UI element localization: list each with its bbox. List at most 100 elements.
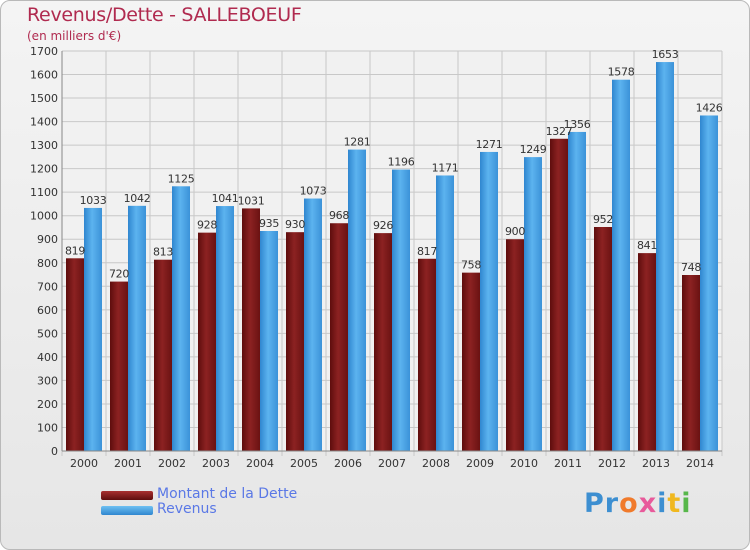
data-label-revenus: 1125 <box>168 172 195 185</box>
data-label-revenus: 1426 <box>696 101 723 114</box>
x-tick-label: 2010 <box>510 457 538 470</box>
bar-revenus <box>436 175 454 451</box>
x-tick-label: 2014 <box>686 457 714 470</box>
data-label-revenus: 1578 <box>608 66 635 79</box>
bar-dette <box>418 258 436 451</box>
legend-swatch-dette <box>101 491 153 500</box>
logo-letter: i <box>657 488 668 519</box>
legend-label-dette: Montant de la Dette <box>157 486 298 502</box>
bar-dette <box>638 253 656 451</box>
data-label-dette: 1327 <box>546 125 573 138</box>
data-label-dette: 952 <box>593 213 613 226</box>
data-label-dette: 900 <box>505 225 525 238</box>
data-label-revenus: 1271 <box>476 138 503 151</box>
bar-revenus <box>568 131 586 452</box>
y-tick-label: 400 <box>37 351 58 364</box>
data-label-dette: 841 <box>637 239 657 252</box>
bar-dette <box>242 208 260 451</box>
x-tick-label: 2004 <box>246 457 274 470</box>
bar-dette <box>330 223 348 451</box>
data-label-dette: 813 <box>153 246 173 259</box>
label-layer: 0 100 200 300 400 500 600 700 800 900 1000 1100 1200… <box>30 45 723 470</box>
x-tick-label: 2005 <box>290 457 318 470</box>
data-label-revenus: 935 <box>259 217 279 230</box>
data-label-revenus: 1196 <box>388 156 415 169</box>
x-tick-label: 2012 <box>598 457 626 470</box>
x-tick-label: 2000 <box>70 457 98 470</box>
y-tick-label: 1100 <box>30 186 58 199</box>
proxiti-logo: Proxiti <box>584 488 692 519</box>
bar-revenus <box>656 62 674 451</box>
x-tick-label: 2013 <box>642 457 670 470</box>
data-label-revenus: 1073 <box>300 185 327 198</box>
logo-letter: o <box>619 488 639 519</box>
y-tick-label: 1400 <box>30 116 58 129</box>
x-tick-label: 2009 <box>466 457 494 470</box>
chart-title: Revenus/Dette - SALLEBOEUF <box>27 4 302 26</box>
y-tick-label: 1600 <box>30 69 58 82</box>
x-tick-label: 2007 <box>378 457 406 470</box>
y-tick-label: 1700 <box>30 45 58 58</box>
data-label-revenus: 1041 <box>212 192 239 205</box>
data-label-dette: 758 <box>461 259 481 272</box>
logo-letter: x <box>638 488 658 519</box>
data-label-dette: 817 <box>417 245 437 258</box>
data-label-dette: 720 <box>109 268 129 281</box>
y-tick-label: 1000 <box>30 210 58 223</box>
data-label-dette: 1031 <box>238 194 265 207</box>
bar-dette <box>154 259 172 451</box>
bar-revenus <box>480 151 498 452</box>
bar-dette <box>550 138 568 451</box>
y-tick-label: 600 <box>37 304 58 317</box>
bar-revenus <box>216 206 234 451</box>
data-label-dette: 968 <box>329 209 349 222</box>
legend-label-revenus: Revenus <box>157 501 217 517</box>
y-tick-label: 1200 <box>30 163 58 176</box>
x-tick-label: 2003 <box>202 457 230 470</box>
data-label-revenus: 1042 <box>124 192 151 205</box>
x-tick-label: 2011 <box>554 457 582 470</box>
bar-revenus <box>172 186 190 451</box>
y-tick-label: 1500 <box>30 92 58 105</box>
bar-revenus <box>128 205 146 451</box>
bar-dette <box>682 275 700 451</box>
bar-revenus <box>260 231 278 451</box>
data-label-dette: 930 <box>285 218 305 231</box>
bar-revenus <box>392 169 410 451</box>
y-tick-label: 0 <box>51 445 58 458</box>
bar-revenus <box>84 207 102 451</box>
x-tick-label: 2001 <box>114 457 142 470</box>
bar-revenus <box>524 157 542 451</box>
logo-letter: P <box>584 488 605 519</box>
logo-letter: t <box>667 488 682 519</box>
chart-subtitle: (en milliers d'€) <box>27 29 122 43</box>
y-tick-label: 700 <box>37 280 58 293</box>
logo-letter: i <box>681 488 692 519</box>
bar-dette <box>110 281 128 451</box>
data-label-revenus: 1356 <box>564 118 591 131</box>
legend-swatch-revenus <box>101 506 153 515</box>
data-label-revenus: 1033 <box>80 194 107 207</box>
bar-dette <box>66 258 84 451</box>
data-label-dette: 748 <box>681 261 701 274</box>
bar-dette <box>594 227 612 451</box>
x-tick-label: 2002 <box>158 457 186 470</box>
y-tick-label: 1300 <box>30 139 58 152</box>
bar-dette <box>198 232 216 451</box>
bar-dette <box>286 232 304 451</box>
data-label-revenus: 1249 <box>520 143 547 156</box>
x-tick-label: 2006 <box>334 457 362 470</box>
y-tick-label: 900 <box>37 233 58 246</box>
data-label-revenus: 1653 <box>652 48 679 61</box>
logo-letter: r <box>604 488 620 519</box>
y-tick-label: 100 <box>37 421 58 434</box>
y-tick-label: 800 <box>37 257 58 270</box>
y-tick-label: 200 <box>37 398 58 411</box>
bar-dette <box>374 233 392 451</box>
data-label-dette: 819 <box>65 244 85 257</box>
bar-layer <box>66 62 718 452</box>
x-tick-label: 2008 <box>422 457 450 470</box>
data-label-dette: 926 <box>373 219 393 232</box>
